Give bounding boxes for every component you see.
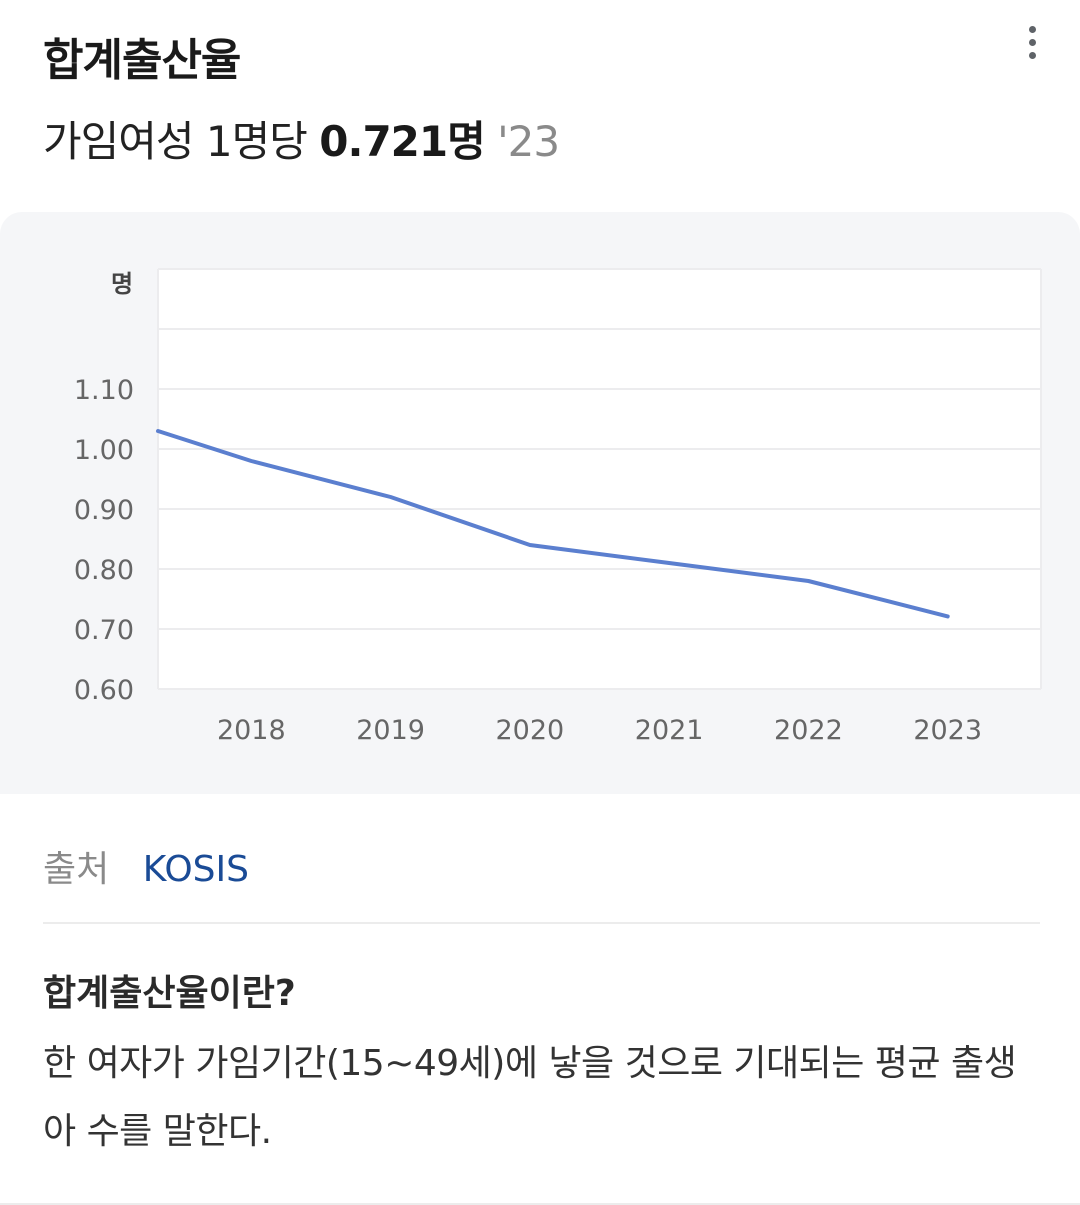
- summary-prefix: 가임여성 1명당: [43, 117, 308, 166]
- card-title: 합계출산율: [43, 35, 241, 86]
- x-tick-label: 2023: [913, 715, 982, 746]
- summary-value: 0.721명: [319, 117, 485, 166]
- menu-dot: [1028, 25, 1036, 33]
- definition-body: 한 여자가 가임기간(15~49세)에 낳을 것으로 기대되는 평균 출생아 수…: [43, 1043, 1017, 1152]
- summary-year: '23: [497, 117, 560, 166]
- source: 출처 KOSIS: [43, 840, 249, 892]
- y-tick-label: 1.00: [74, 435, 134, 466]
- series-line: [156, 429, 950, 619]
- y-tick-label: 0.90: [74, 495, 134, 526]
- summary-line: 가임여성 1명당 0.721명 '23: [43, 108, 560, 169]
- x-tick-label: 2019: [356, 715, 425, 746]
- x-tick-label: 2018: [217, 715, 286, 746]
- menu-dot: [1028, 51, 1036, 59]
- y-tick-label: 1.10: [74, 375, 134, 406]
- source-label: 출처: [43, 849, 110, 890]
- y-axis-unit-label: 명: [111, 270, 133, 298]
- menu-dot: [1028, 38, 1036, 46]
- chart-card: 명 0.60 0.70 0.80 0.90 1.00 1.10 2018 2019 2020 202…: [0, 212, 1080, 794]
- divider: [43, 922, 1040, 924]
- fertility-line-chart: 명 0.60 0.70 0.80 0.90 1.00 1.10 2018 2019 2020 202…: [74, 268, 1042, 746]
- plot-area: [158, 269, 1041, 689]
- definition-title: 합계출산율이란?: [43, 973, 296, 1014]
- x-tick-label: 2022: [774, 715, 843, 746]
- y-tick-label: 0.60: [74, 675, 134, 706]
- x-tick-label: 2020: [496, 715, 565, 746]
- bottom-divider: [0, 1203, 1080, 1205]
- more-vert-icon[interactable]: [1012, 20, 1052, 64]
- y-tick-label: 0.80: [74, 555, 134, 586]
- source-link[interactable]: KOSIS: [142, 849, 249, 890]
- x-tick-label: 2021: [635, 715, 704, 746]
- y-tick-label: 0.70: [74, 615, 134, 646]
